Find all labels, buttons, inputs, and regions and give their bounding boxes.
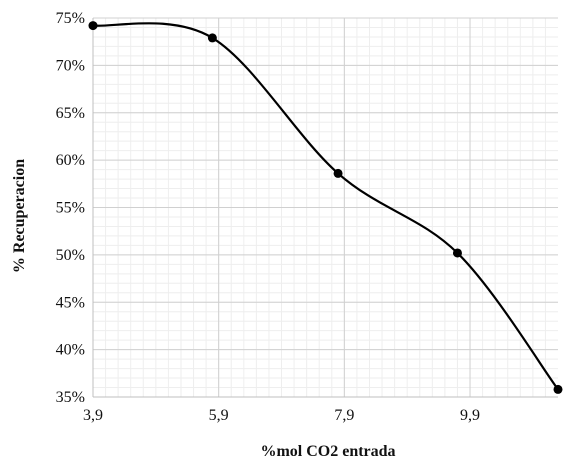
y-tick-label: 70% bbox=[56, 57, 85, 74]
axes bbox=[92, 18, 558, 398]
y-tick-label: 50% bbox=[56, 247, 85, 264]
y-tick-label: 60% bbox=[56, 152, 85, 169]
data-point bbox=[88, 21, 98, 31]
y-tick-label: 75% bbox=[56, 10, 85, 27]
data-point bbox=[452, 248, 462, 258]
data-point bbox=[553, 384, 563, 394]
series-layer bbox=[88, 21, 563, 394]
y-tick-labels: 35% 40% 45% 50% 55% 60% 65% 70% 75% bbox=[56, 10, 85, 406]
data-point bbox=[207, 33, 217, 43]
x-tick-label: 5,9 bbox=[209, 407, 229, 424]
x-tick-labels: 3,9 5,9 7,9 9,9 bbox=[83, 407, 480, 424]
y-tick-label: 40% bbox=[56, 342, 85, 359]
y-tick-label: 55% bbox=[56, 200, 85, 217]
x-axis-title: %mol CO2 entrada bbox=[260, 443, 395, 460]
x-tick-label: 7,9 bbox=[334, 407, 354, 424]
series-line bbox=[92, 22, 559, 391]
x-tick-label: 3,9 bbox=[83, 407, 103, 424]
x-tick-label: 9,9 bbox=[460, 407, 480, 424]
y-tick-label: 35% bbox=[56, 389, 85, 406]
data-point bbox=[333, 168, 343, 178]
y-tick-label: 45% bbox=[56, 294, 85, 311]
y-axis-title: % Recuperacion bbox=[11, 159, 28, 273]
y-tick-label: 65% bbox=[56, 105, 85, 122]
